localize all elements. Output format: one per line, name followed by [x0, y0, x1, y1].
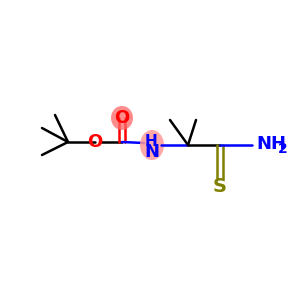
Text: O: O — [87, 133, 103, 151]
Text: O: O — [114, 109, 130, 127]
Text: 2: 2 — [278, 142, 288, 156]
Ellipse shape — [111, 106, 133, 130]
Ellipse shape — [140, 130, 164, 160]
Text: S: S — [213, 178, 227, 196]
Text: NH: NH — [256, 135, 286, 153]
Text: N: N — [145, 143, 160, 161]
Text: H: H — [145, 134, 158, 149]
